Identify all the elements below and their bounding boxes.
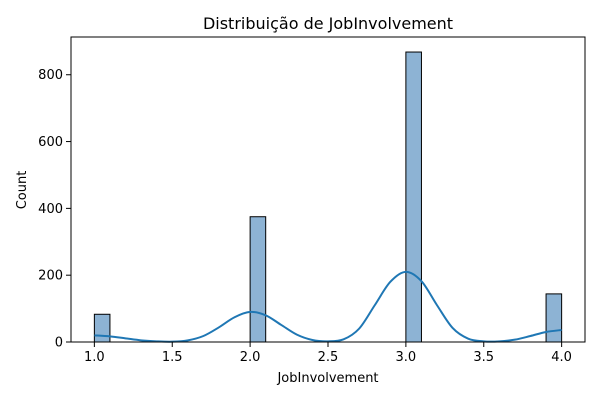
x-tick-label: 1.0 xyxy=(84,350,105,365)
histogram-bar xyxy=(405,51,422,343)
histogram-bar xyxy=(545,293,563,343)
x-tick-label: 2.0 xyxy=(240,350,261,365)
y-axis: 0 200 400 600 800 xyxy=(38,68,71,351)
y-tick-label: 800 xyxy=(38,68,63,83)
kde-line xyxy=(94,270,562,343)
chart-title: Distribuição de JobInvolvement xyxy=(203,14,453,33)
x-axis-label: JobInvolvement xyxy=(276,371,378,386)
plot-frame xyxy=(70,36,586,343)
histogram-bar xyxy=(93,313,111,343)
y-tick-label: 0 xyxy=(55,336,63,351)
x-tick-label: 2.5 xyxy=(318,350,339,365)
x-tick-label: 3.5 xyxy=(473,350,494,365)
y-tick-label: 400 xyxy=(38,202,63,217)
histogram-bar xyxy=(249,216,267,343)
x-tick-label: 1.5 xyxy=(162,350,183,365)
y-tick-label: 600 xyxy=(38,135,63,150)
bars-group xyxy=(93,51,563,343)
x-tick-label: 4.0 xyxy=(551,350,572,365)
x-tick-label: 3.0 xyxy=(396,350,417,365)
y-tick-label: 200 xyxy=(38,269,63,284)
y-axis-label: Count xyxy=(15,171,30,210)
x-axis: 1.0 1.5 2.0 2.5 3.0 3.5 4.0 xyxy=(84,342,572,365)
